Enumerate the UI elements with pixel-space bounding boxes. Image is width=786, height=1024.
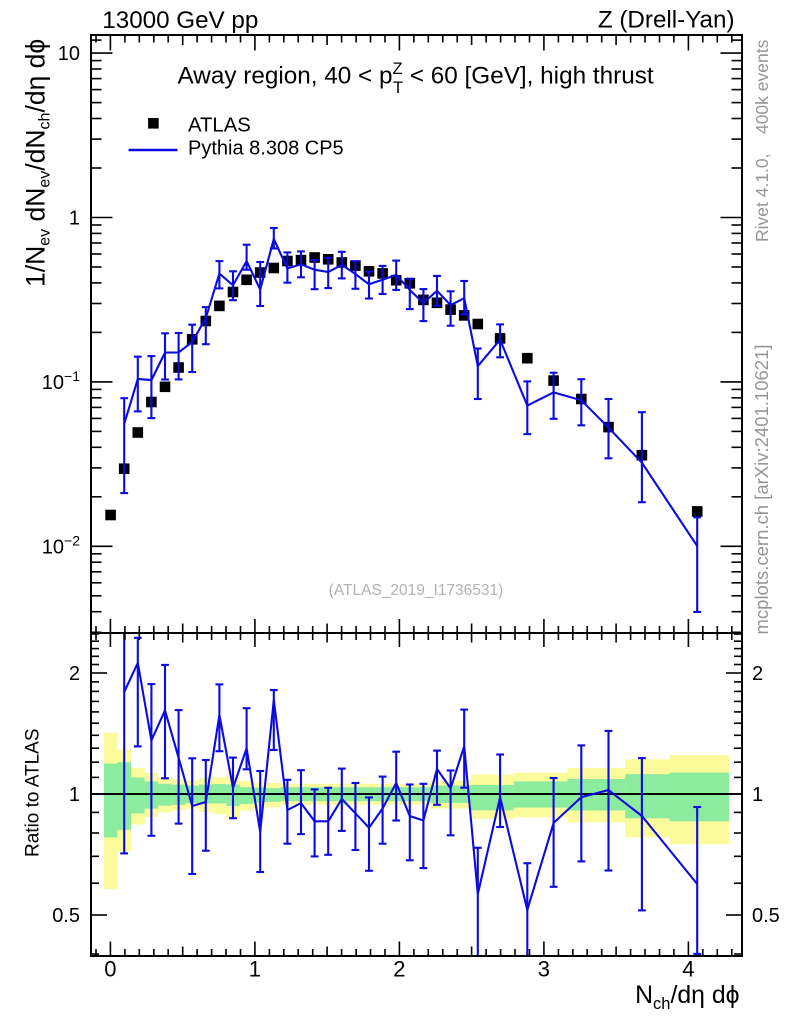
svg-text:1: 1 xyxy=(752,784,763,806)
svg-text:3: 3 xyxy=(538,957,550,982)
svg-text:1/Nev dNev/dNch/dη dϕ: 1/Nev dNev/dNch/dη dϕ xyxy=(21,39,54,287)
svg-text:10: 10 xyxy=(58,43,80,65)
svg-text:Nch/dη dϕ: Nch/dη dϕ xyxy=(635,982,739,1013)
svg-text:Z (Drell-Yan): Z (Drell-Yan) xyxy=(598,7,735,34)
svg-text:2: 2 xyxy=(69,663,80,685)
svg-text:0.5: 0.5 xyxy=(52,905,80,927)
svg-text:Ratio to ATLAS: Ratio to ATLAS xyxy=(23,729,44,858)
svg-text:Pythia 8.308 CP5: Pythia 8.308 CP5 xyxy=(188,138,344,160)
svg-text:1: 1 xyxy=(69,208,80,230)
svg-text:0.5: 0.5 xyxy=(752,905,780,927)
svg-text:0: 0 xyxy=(104,957,116,982)
svg-text:mcplots.cern.ch [arXiv:2401.10: mcplots.cern.ch [arXiv:2401.10621] xyxy=(751,345,772,635)
svg-text:Rivet 4.1.0, 400k events: Rivet 4.1.0, 400k events xyxy=(752,39,772,242)
svg-text:4: 4 xyxy=(682,957,694,982)
svg-text:1: 1 xyxy=(69,784,80,806)
svg-text:2: 2 xyxy=(393,957,405,982)
svg-text:2: 2 xyxy=(752,663,763,685)
svg-text:13000 GeV pp: 13000 GeV pp xyxy=(102,7,258,34)
svg-text:ATLAS: ATLAS xyxy=(188,115,251,137)
svg-text:1: 1 xyxy=(249,957,261,982)
svg-text:(ATLAS_2019_I1736531): (ATLAS_2019_I1736531) xyxy=(329,582,504,599)
